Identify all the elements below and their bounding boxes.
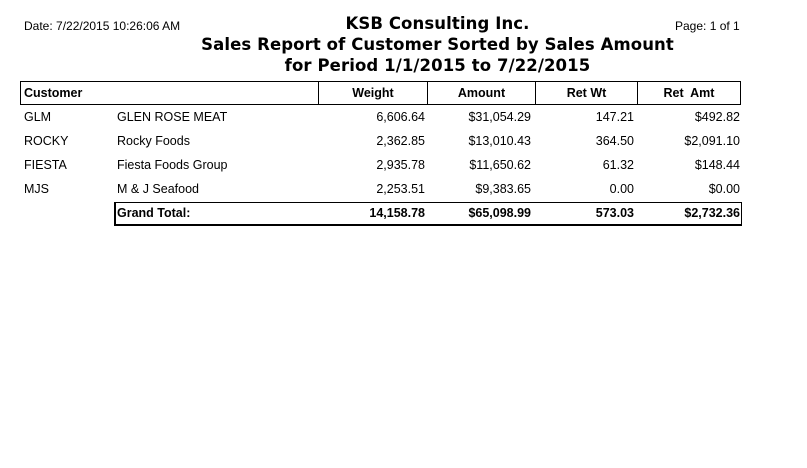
- table-header: Customer Weight Amount Ret Wt Ret Amt: [20, 81, 741, 105]
- grand-total-ret-wt: 573.03: [595, 206, 634, 220]
- report-period: for Period 1/1/2015 to 7/22/2015: [284, 56, 591, 75]
- grand-total-label: Grand Total:: [117, 206, 191, 220]
- customer-name: GLEN ROSE MEAT: [117, 110, 228, 124]
- customer-code: MJS: [24, 182, 49, 196]
- customer-name: Fiesta Foods Group: [117, 158, 228, 172]
- ret-amt-value: $148.44: [694, 158, 740, 172]
- column-header-ret-wt: Ret Wt: [566, 86, 607, 100]
- amount-value: $11,650.62: [469, 158, 531, 172]
- customer-code: FIESTA: [24, 158, 67, 172]
- company-name: KSB Consulting Inc.: [345, 14, 530, 33]
- grand-total-ret-amt: $2,732.36: [684, 206, 740, 220]
- column-divider: [427, 82, 428, 104]
- column-header-customer: Customer: [24, 86, 83, 100]
- grand-total-amount: $65,098.99: [468, 206, 531, 220]
- report-date: Date: 7/22/2015 10:26:06 AM: [24, 19, 181, 33]
- grand-total-row: Grand Total: 14,158.78 $65,098.99 573.03…: [114, 202, 742, 226]
- page-number: Page: 1 of 1: [675, 19, 740, 33]
- weight-value: 2,253.51: [376, 182, 425, 196]
- table-row: FIESTA Fiesta Foods Group 2,935.78 $11,6…: [0, 153, 807, 177]
- table-row: ROCKY Rocky Foods 2,362.85 $13,010.43 36…: [0, 129, 807, 153]
- table-row: MJS M & J Seafood 2,253.51 $9,383.65 0.0…: [0, 177, 807, 201]
- column-divider: [318, 82, 319, 104]
- ret-amt-value: $492.82: [694, 110, 740, 124]
- ret-wt-value: 61.32: [602, 158, 634, 172]
- customer-name: Rocky Foods: [117, 134, 190, 148]
- customer-code: GLM: [24, 110, 52, 124]
- ret-wt-value: 147.21: [595, 110, 634, 124]
- grand-total-weight: 14,158.78: [369, 206, 425, 220]
- customer-code: ROCKY: [24, 134, 69, 148]
- weight-value: 2,362.85: [376, 134, 425, 148]
- report-titles: KSB Consulting Inc. Sales Report of Cust…: [0, 13, 807, 76]
- column-header-amount: Amount: [457, 86, 506, 100]
- ret-wt-value: 0.00: [609, 182, 634, 196]
- column-header-ret-amt: Ret Amt: [663, 86, 715, 100]
- amount-value: $9,383.65: [475, 182, 531, 196]
- ret-amt-value: $2,091.10: [684, 134, 740, 148]
- customer-name: M & J Seafood: [117, 182, 199, 196]
- ret-wt-value: 364.50: [595, 134, 634, 148]
- column-divider: [535, 82, 536, 104]
- column-divider: [637, 82, 638, 104]
- report-title: Sales Report of Customer Sorted by Sales…: [201, 35, 674, 54]
- amount-value: $13,010.43: [468, 134, 531, 148]
- weight-value: 6,606.64: [376, 110, 425, 124]
- column-header-weight: Weight: [352, 86, 394, 100]
- ret-amt-value: $0.00: [708, 182, 740, 196]
- table-row: GLM GLEN ROSE MEAT 6,606.64 $31,054.29 1…: [0, 105, 807, 129]
- amount-value: $31,054.29: [468, 110, 531, 124]
- weight-value: 2,935.78: [376, 158, 425, 172]
